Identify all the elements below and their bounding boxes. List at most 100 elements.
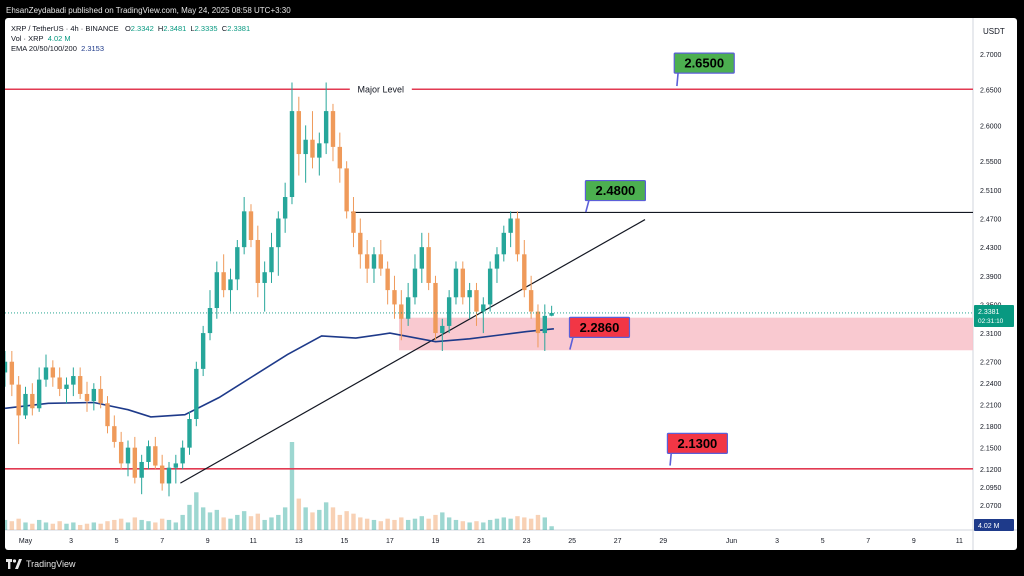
candle-body [406,297,410,318]
candle [379,240,383,276]
candle-body [119,442,123,463]
volume-bar [379,521,383,530]
candle [221,254,225,297]
candle-body [467,290,471,297]
time-tick-label: 13 [295,538,303,545]
price-tick-label: 2.0700 [980,503,1002,510]
candle-body [187,419,191,448]
volume-bar [331,507,335,530]
candle-body [167,468,171,484]
callout-label: 2.1300 [678,436,718,451]
volume-bar [23,522,27,530]
volume-bar [317,510,321,530]
volume-bar [365,519,369,530]
volume-bar [351,514,355,530]
volume-bar [16,519,20,530]
candle [167,462,171,496]
legend-ema-row[interactable]: EMA 20/50/100/200 2.3153 [11,44,250,54]
candle [64,377,68,403]
candle [310,111,314,168]
chart-legend: XRP / TetherUS · 4h · BINANCE O2.3342 H2… [11,24,250,54]
chart-area[interactable]: XRP / TetherUS · 4h · BINANCE O2.3342 H2… [5,18,1017,550]
candle [208,290,212,340]
candle [235,240,239,290]
candle [133,437,137,484]
candle-body [5,362,7,373]
candle [194,362,198,426]
candle-body [461,269,465,298]
published-header: EhsanZeydabadi published on TradingView.… [6,4,291,18]
volume-bar [495,519,499,530]
price-tick-label: 2.2100 [980,403,1002,410]
candle-body [515,219,519,255]
candle-body [30,394,34,408]
candle-body [522,254,526,290]
volume-bar [276,515,280,530]
candle-body [105,403,109,426]
candle [433,276,437,340]
candle-body [379,254,383,268]
legend-vol-value: 4.02 M [48,34,71,43]
candle-body [372,254,376,268]
volume-bar [10,521,14,530]
candle-body [146,446,150,462]
candle [297,97,301,176]
time-tick-label: 17 [386,538,394,545]
candle-body [324,111,328,143]
brand-name: TradingView [26,556,76,572]
volume-bar [269,517,273,530]
volume-bar [208,512,212,530]
volume-bar [310,512,314,530]
candle [372,247,376,283]
current-price-value: 2.3381 [978,309,1000,316]
candle-body [194,369,198,419]
legend-vol-label: Vol · XRP [11,34,44,43]
time-tick-label: 5 [115,538,119,545]
tradingview-frame: EhsanZeydabadi published on TradingView.… [0,0,1024,576]
volume-bar [515,516,519,530]
candle [420,233,424,283]
time-tick-label: 11 [956,538,963,545]
legend-c-value: 2.3381 [227,24,250,33]
legend-volume-row[interactable]: Vol · XRP 4.02 M [11,34,250,44]
volume-bar [92,522,96,530]
volume-bar [372,520,376,530]
candle-body [269,247,273,272]
candle [153,437,157,469]
candle-body [235,247,239,279]
volume-bar [290,442,294,530]
candle-body [529,290,533,311]
candle-body [344,168,348,211]
volume-bar [228,519,232,530]
candle [502,226,506,262]
volume-bar [105,521,109,530]
candle-body [303,140,307,154]
candle-body [78,376,82,394]
price-chart[interactable]: Major Level 2.6500 2.4800 2.2860 2.1300 USDT 2… [5,18,1017,550]
volume-bar [358,517,362,530]
volume-bar [303,507,307,530]
volume-bar [447,517,451,530]
volume-bar [235,515,239,530]
volume-bar [180,515,184,530]
candle-body [57,377,61,388]
volume-bar [57,521,61,530]
candle [317,133,321,176]
volume-bar [133,517,137,530]
candle-body [317,143,321,157]
candle [515,211,519,261]
volume-bar [413,519,417,530]
volume-bar [283,507,287,530]
time-axis: May 3 5 7 9 11 13 15 17 19 21 23 25 27 29 Jun 3 5 7 9 11 [19,538,963,545]
candle-body [201,333,205,369]
candle-body [474,290,478,311]
candle [331,104,335,161]
candle [187,412,191,455]
candle [78,367,82,399]
candle [454,261,458,304]
candle [160,455,164,491]
candle-body [242,211,246,247]
tradingview-brand[interactable]: TradingView [6,556,76,572]
legend-symbol[interactable]: XRP / TetherUS · 4h · BINANCE [11,24,119,33]
candle [508,211,512,247]
